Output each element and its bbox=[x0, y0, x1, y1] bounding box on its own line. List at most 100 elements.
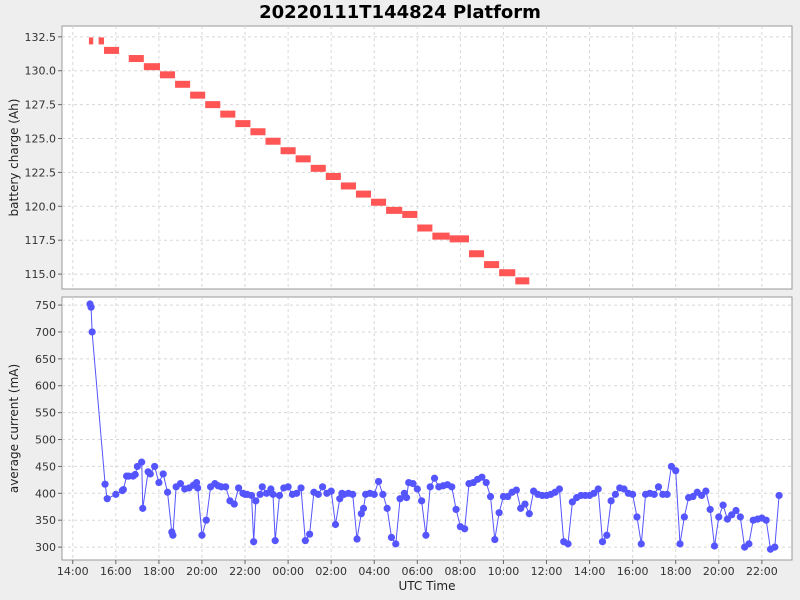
current-point bbox=[353, 535, 361, 543]
charge-segment bbox=[325, 172, 341, 180]
current-point bbox=[654, 483, 663, 491]
charge-segment bbox=[449, 235, 469, 243]
current-point bbox=[387, 533, 396, 542]
y-tick-label: 120.0 bbox=[25, 200, 57, 213]
current-point bbox=[293, 489, 301, 497]
current-point bbox=[284, 483, 292, 491]
current-point bbox=[202, 516, 210, 524]
current-point bbox=[230, 500, 238, 508]
current-point bbox=[306, 530, 314, 538]
x-tick-label: 18:00 bbox=[143, 565, 175, 578]
current-point bbox=[222, 483, 230, 491]
charge-segment bbox=[205, 101, 221, 109]
current-point bbox=[525, 510, 533, 518]
y-tick-label: 550 bbox=[35, 407, 56, 420]
y-tick-label: 650 bbox=[35, 353, 56, 366]
current-point bbox=[327, 487, 335, 495]
current-point bbox=[396, 495, 404, 503]
current-point bbox=[672, 467, 680, 475]
current-point bbox=[629, 490, 637, 498]
current-point bbox=[611, 490, 620, 498]
current-point bbox=[452, 505, 460, 514]
current-point bbox=[138, 458, 146, 466]
charge-segment bbox=[159, 71, 176, 79]
x-axis-label: UTC Time bbox=[399, 579, 456, 593]
current-point bbox=[478, 473, 486, 481]
charge-segment bbox=[295, 155, 311, 163]
charge-segment bbox=[355, 190, 372, 198]
charge-segment bbox=[386, 206, 403, 214]
charge-segment bbox=[310, 164, 326, 172]
y-tick-label: 700 bbox=[35, 326, 56, 339]
current-point bbox=[762, 516, 770, 524]
current-point bbox=[603, 531, 611, 539]
current-point bbox=[594, 485, 602, 493]
current-point bbox=[418, 497, 426, 505]
x-tick-label: 14:00 bbox=[57, 565, 89, 578]
current-point bbox=[512, 486, 520, 494]
current-point bbox=[150, 462, 159, 471]
plot-area bbox=[61, 25, 793, 290]
y-tick-label: 115.0 bbox=[25, 268, 57, 281]
plot-area bbox=[61, 296, 793, 561]
current-point bbox=[710, 542, 719, 550]
y-tick-label: 127.5 bbox=[25, 99, 57, 112]
current-point bbox=[650, 490, 658, 498]
current-point bbox=[252, 497, 260, 505]
y-tick-label: 400 bbox=[35, 487, 56, 500]
charge-segment bbox=[499, 269, 516, 277]
x-tick-label: 16:00 bbox=[100, 565, 132, 578]
charge-segment bbox=[515, 277, 530, 285]
current-point bbox=[745, 540, 753, 548]
current-point bbox=[258, 483, 266, 491]
current-point bbox=[234, 484, 243, 492]
current-point bbox=[461, 525, 469, 533]
current-point bbox=[271, 537, 279, 545]
current-point bbox=[715, 513, 723, 521]
current-point bbox=[775, 491, 783, 500]
current-point bbox=[131, 470, 139, 479]
current-point bbox=[555, 485, 564, 493]
current-point bbox=[680, 513, 688, 521]
x-tick-label: 22:00 bbox=[746, 565, 778, 578]
chart-title: 20220111T144824 Platform bbox=[259, 2, 541, 23]
y-axis-label: battery charge (Ah) bbox=[7, 99, 21, 217]
current-point bbox=[374, 477, 383, 486]
current-point bbox=[771, 543, 779, 551]
current-point bbox=[392, 540, 400, 548]
current-point bbox=[430, 474, 439, 482]
current-point bbox=[495, 509, 503, 517]
current-point bbox=[87, 303, 95, 311]
current-point bbox=[564, 540, 572, 548]
charge-segment bbox=[432, 232, 450, 240]
current-point bbox=[269, 490, 277, 498]
y-tick-label: 500 bbox=[35, 434, 56, 447]
y-tick-label: 122.5 bbox=[25, 166, 57, 179]
x-tick-label: 02:00 bbox=[315, 565, 347, 578]
current-point bbox=[598, 538, 607, 546]
current-point bbox=[176, 480, 185, 488]
current-point bbox=[250, 538, 258, 546]
current-point bbox=[359, 504, 368, 512]
x-tick-label: 14:00 bbox=[574, 565, 606, 578]
current-point bbox=[719, 501, 727, 509]
charge-segment bbox=[250, 128, 266, 136]
charge-segment bbox=[128, 55, 144, 63]
y-tick-label: 350 bbox=[35, 514, 56, 527]
current-point bbox=[331, 520, 340, 529]
current-point bbox=[736, 513, 744, 521]
current-point bbox=[163, 488, 172, 496]
x-tick-label: 04:00 bbox=[358, 565, 390, 578]
current-point bbox=[482, 478, 490, 487]
current-point bbox=[139, 504, 147, 512]
y-tick-label: 750 bbox=[35, 299, 56, 312]
current-point bbox=[155, 478, 163, 487]
x-tick-label: 16:00 bbox=[617, 565, 649, 578]
current-point bbox=[413, 485, 421, 493]
y-tick-label: 117.5 bbox=[25, 234, 57, 247]
current-point bbox=[706, 505, 714, 514]
charge-segment bbox=[468, 250, 485, 258]
charge-segment bbox=[402, 210, 418, 218]
charge-segment bbox=[417, 224, 433, 232]
current-point bbox=[101, 480, 109, 488]
